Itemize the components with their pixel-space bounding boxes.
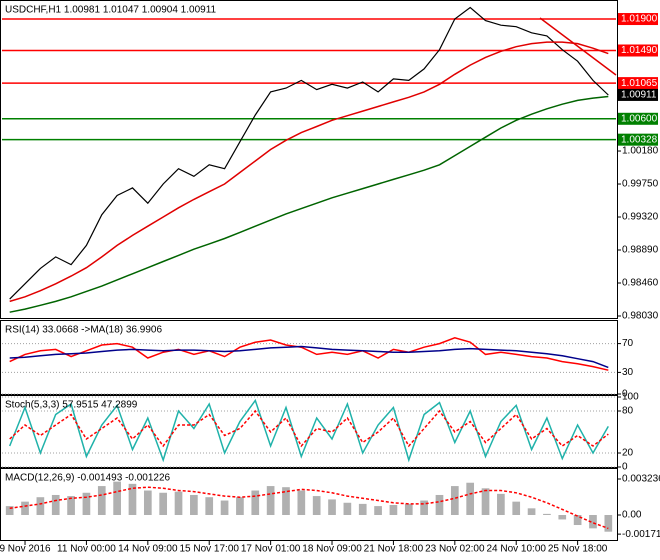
panel-title: RSI(14) 33.0668 ->MA(18) 36.9906 [5, 325, 162, 336]
y-tick-label: 80 [622, 406, 634, 417]
series-line [9, 95, 609, 313]
x-tick-label: 11 Nov 00:00 [57, 544, 116, 555]
histogram-bar [604, 515, 613, 532]
series-line [9, 409, 609, 448]
histogram-bar [389, 504, 398, 516]
x-tick-label: 25 Nov 18:00 [548, 544, 608, 555]
histogram-bar [543, 513, 551, 516]
x-tick-label: 18 Nov 09:00 [302, 544, 362, 555]
histogram-bar [174, 491, 183, 516]
x-tick-label: 14 Nov 09:00 [118, 544, 178, 555]
level-box [618, 112, 658, 125]
histogram-bar [450, 486, 459, 516]
histogram-bar [573, 515, 582, 526]
y-tick-label: 30 [622, 367, 634, 378]
histogram-bar [82, 492, 91, 516]
histogram-bar [420, 500, 428, 516]
x-tick-label: 17 Nov 01:00 [241, 544, 301, 555]
histogram-bar [205, 497, 214, 516]
level-box [618, 77, 658, 90]
histogram-bar [481, 488, 490, 516]
histogram-bar [297, 490, 306, 516]
histogram-bar [67, 496, 75, 516]
histogram-bar [190, 494, 198, 516]
histogram-bar [236, 497, 244, 516]
histogram-bar [97, 486, 106, 516]
histogram-bar [558, 515, 567, 520]
histogram-bar [159, 492, 168, 516]
trend-line [539, 17, 617, 76]
y-tick-label: 20 [622, 448, 634, 459]
histogram-bar [512, 501, 521, 516]
x-tick-label: 15 Nov 17:00 [179, 544, 239, 555]
panel-title: MACD(12,26,9) -0.001493 -0.001226 [5, 473, 171, 484]
y-tick-label: 0.98890 [622, 245, 659, 256]
series-line [9, 337, 609, 371]
series-line [9, 345, 609, 369]
level-label: 1.01490 [621, 45, 658, 56]
histogram-bar [527, 508, 536, 516]
histogram-bar [5, 506, 14, 516]
panel-frame [0, 0, 618, 319]
y-tick-label: 0 [622, 462, 628, 473]
level-label: 1.00600 [621, 113, 658, 124]
level-label: 1.01900 [621, 14, 658, 25]
y-tick-label: 1.00180 [622, 146, 659, 157]
histogram-bar [358, 503, 367, 516]
histogram-bar [343, 502, 352, 516]
series-line [9, 486, 609, 530]
x-tick-label: 21 Nov 18:00 [364, 544, 424, 555]
histogram-bar [282, 487, 290, 516]
histogram-bar [113, 481, 121, 516]
level-box [618, 44, 658, 57]
histogram-bar [143, 490, 152, 516]
y-tick-label: -0.001718 [622, 529, 660, 540]
histogram-bar [589, 515, 597, 529]
y-tick-label: 0.00 [622, 510, 642, 521]
level-box [618, 13, 658, 26]
histogram-bar [220, 500, 229, 516]
histogram-bar [328, 499, 336, 516]
y-tick-label: 0 [622, 389, 628, 400]
panel-title: Stoch(5,3,3) 57.9515 47.2899 [5, 400, 138, 411]
y-tick-label: 0.98030 [622, 311, 659, 322]
series-line [9, 41, 609, 303]
x-tick-label: 24 Nov 10:00 [486, 544, 546, 555]
histogram-bar [266, 486, 275, 516]
histogram-bar [36, 497, 45, 516]
level-label: 1.00328 [621, 134, 658, 145]
series-line [9, 6, 609, 300]
level-box [618, 133, 658, 146]
y-tick-label: 0.98460 [622, 278, 659, 289]
histogram-bar [466, 482, 475, 516]
histogram-bar [374, 506, 382, 516]
y-tick-label: 0.99320 [622, 212, 659, 223]
histogram-bar [497, 493, 505, 516]
histogram-bar [251, 490, 260, 516]
y-tick-label: 100 [622, 392, 639, 403]
y-tick-label: 70 [622, 338, 634, 349]
histogram-bar [51, 494, 60, 516]
histogram-bar [128, 483, 137, 516]
y-tick-label: 0.003236 [622, 474, 660, 485]
histogram-bar [404, 503, 413, 516]
x-tick-label: 23 Nov 02:00 [425, 544, 485, 555]
panel-frame [0, 320, 618, 395]
current-price-box [618, 88, 658, 101]
y-tick-label: 0.99750 [622, 179, 659, 190]
current-price-label: 1.00911 [621, 90, 657, 101]
level-label: 1.01065 [621, 78, 658, 89]
histogram-bar [435, 494, 444, 516]
x-tick-label: 9 Nov 2016 [0, 544, 51, 555]
panel-title: USDCHF,H1 1.00981 1.01047 1.00904 1.0091… [5, 5, 217, 16]
histogram-bar [21, 501, 29, 516]
histogram-bar [312, 496, 321, 516]
